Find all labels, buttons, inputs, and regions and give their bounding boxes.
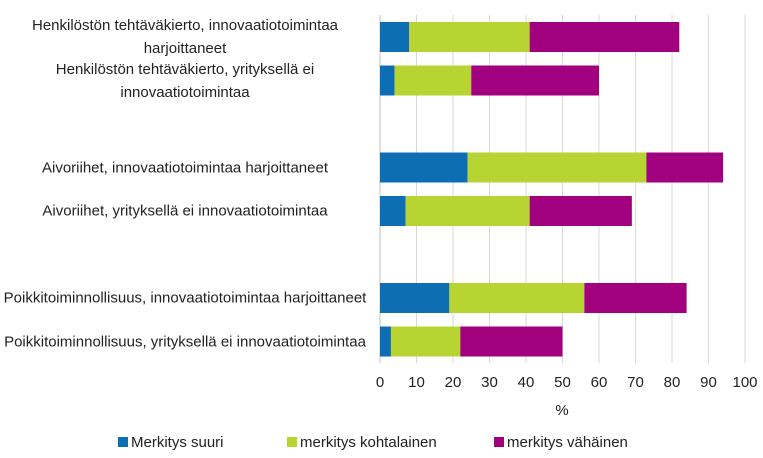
bar-segment [380,152,468,183]
x-tick-label: 40 [518,374,535,391]
bar-segment [390,326,461,357]
legend-label: merkitys vähäinen [507,434,628,451]
bar-segment [529,22,680,52]
x-tick-label: 80 [664,374,681,391]
legend-swatch [287,437,297,447]
x-tick-label: 10 [408,374,425,391]
x-tick-label: 0 [376,374,384,391]
bar-segment [380,283,450,313]
bar-segment [380,196,406,226]
bar-segment [394,65,472,96]
x-tick-label: 60 [591,374,608,391]
x-tick-label: 20 [445,374,462,391]
y-tick-label: Aivoriihet, yrityksellä ei innovaatiotoi… [42,202,328,220]
x-axis-label: % [555,402,568,419]
legend-swatch [118,437,128,447]
legend-label: merkitys kohtalainen [300,434,437,451]
bar-segment [467,152,647,183]
y-tick-label: Henkilöstön tehtäväkierto, innovaatiotoi… [31,17,338,57]
bar-segment [380,326,391,357]
y-tick-label: Poikkitoiminnollisuus, innovaatiotoimint… [3,289,367,307]
bar-segment [584,283,687,313]
bar-segment [405,196,530,226]
bar-segment [380,65,395,96]
bar-segment [380,22,410,52]
bar-segment [471,65,599,96]
legend-swatch [494,437,504,447]
bar-segment [646,152,724,183]
bar-segment [529,196,632,226]
bar-segment [449,283,585,313]
x-tick-label: 70 [627,374,644,391]
y-tick-label: Aivoriihet, innovaatiotoimintaa harjoitt… [41,159,328,176]
x-tick-label: 100 [732,374,757,391]
x-tick-label: 30 [481,374,498,391]
x-tick-label: 50 [554,374,571,391]
y-tick-label: Poikkitoiminnollisuus, yrityksellä ei in… [4,333,366,350]
bar-segment [409,22,530,52]
bar-segment [460,326,563,357]
legend-label: Merkitys suuri [131,434,224,451]
x-tick-label: 90 [700,374,717,391]
y-tick-label: Henkilöstön tehtäväkierto, yrityksellä e… [55,60,315,101]
